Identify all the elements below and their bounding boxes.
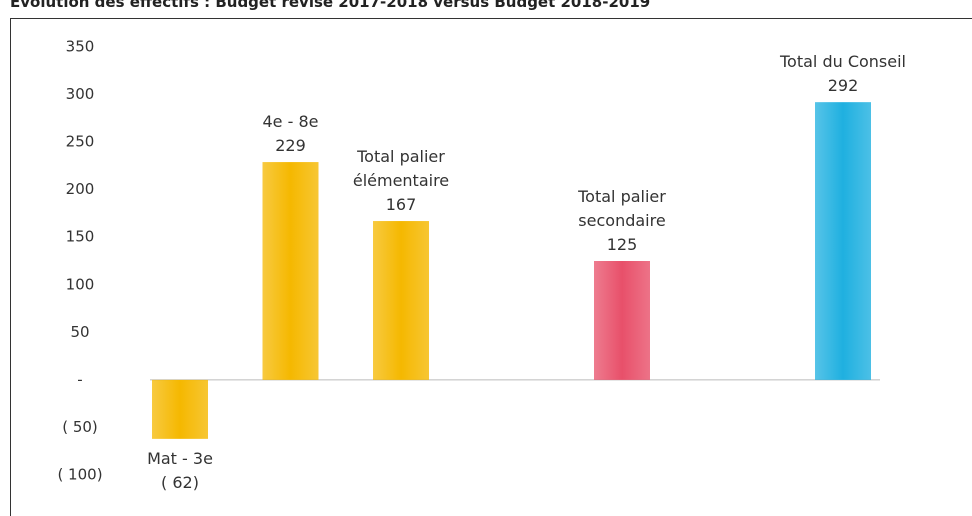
bar: [262, 162, 319, 380]
category-label: 4e - 8e: [262, 112, 319, 132]
value-label: ( 62): [161, 472, 199, 492]
y-tick-label: 100: [66, 275, 95, 293]
bar: [815, 102, 871, 380]
bar-label: 4e - 8e 229: [221, 110, 361, 158]
y-tick-label: 250: [66, 133, 95, 151]
value-label: 167: [385, 195, 417, 215]
bar-label: Mat - 3e ( 62): [110, 447, 250, 495]
bar-label: Total palier élémentaire 167: [331, 145, 471, 217]
chart-frame: [10, 18, 972, 516]
y-tick-label: 200: [66, 180, 95, 198]
y-tick-label: 300: [66, 85, 95, 103]
bar: [152, 379, 208, 439]
y-tick-label: 50: [70, 323, 89, 341]
y-tick-label: ( 100): [57, 466, 102, 484]
category-label: Total palier élémentaire: [352, 147, 450, 191]
bar: [594, 261, 650, 380]
y-tick-label: ( 50): [62, 418, 98, 436]
category-label: Total palier secondaire: [578, 187, 666, 230]
value-label: 229: [275, 136, 306, 156]
category-label: Mat - 3e: [147, 448, 213, 468]
value-label: 125: [606, 235, 638, 254]
value-label: 292: [827, 76, 859, 96]
bar: [373, 221, 429, 380]
bar-label: Total palier secondaire 125: [552, 185, 692, 257]
y-tick-label: 350: [66, 38, 95, 56]
chart-title: Évolution des effectifs : Budget révisé …: [10, 0, 651, 11]
bar-label: Total du Conseil 292: [773, 50, 913, 98]
y-tick-label: -: [77, 370, 82, 388]
y-tick-label: 150: [66, 228, 95, 246]
category-label: Total du Conseil: [779, 52, 906, 72]
